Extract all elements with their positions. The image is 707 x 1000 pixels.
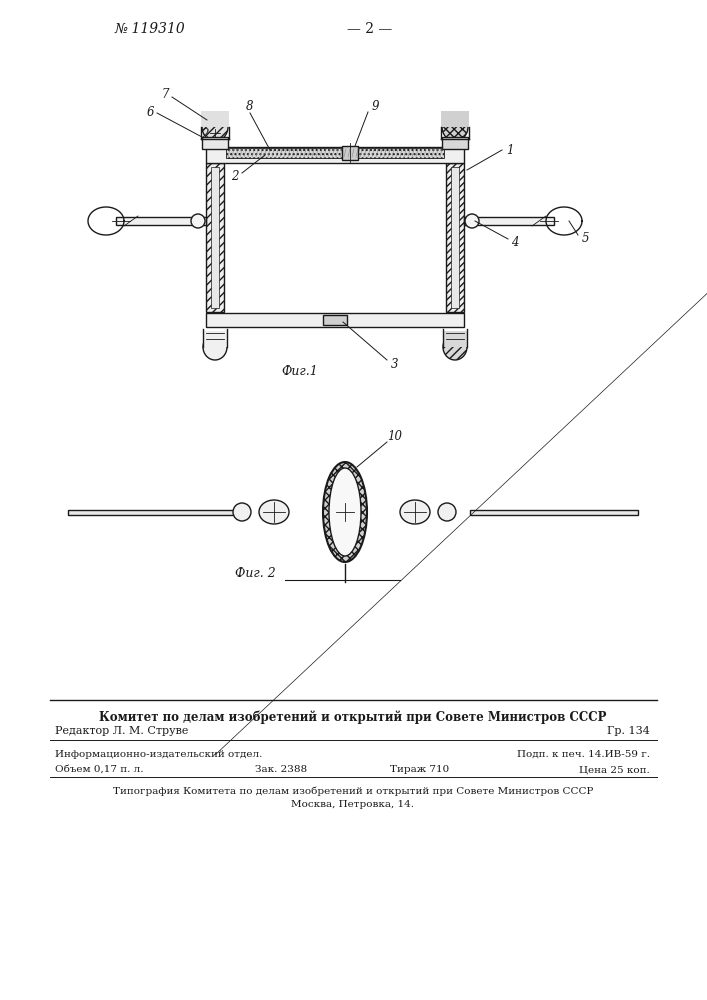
Text: Фиг.1: Фиг.1: [281, 365, 318, 378]
Ellipse shape: [443, 334, 467, 360]
Text: Гр. 134: Гр. 134: [607, 726, 650, 736]
Text: 1: 1: [506, 143, 514, 156]
Circle shape: [438, 503, 456, 521]
Text: 4: 4: [511, 236, 519, 249]
Bar: [116, 217, 206, 225]
Ellipse shape: [323, 462, 367, 562]
Text: Типография Комитета по делам изобретений и открытий при Совете Министров СССР: Типография Комитета по делам изобретений…: [113, 787, 593, 796]
Bar: [201, 111, 229, 127]
Text: 9: 9: [371, 101, 379, 113]
Text: Информационно-издательский отдел.: Информационно-издательский отдел.: [55, 750, 262, 759]
Bar: [443, 331, 467, 347]
Text: — 2 —: — 2 —: [347, 22, 392, 36]
Bar: [202, 137, 228, 149]
Text: 2: 2: [231, 170, 239, 184]
Bar: [442, 137, 468, 149]
Bar: [451, 167, 459, 308]
Bar: [68, 510, 236, 514]
Bar: [470, 510, 638, 514]
Ellipse shape: [203, 334, 227, 360]
Text: Фиг. 2: Фиг. 2: [235, 567, 276, 580]
Text: Тираж 710: Тираж 710: [390, 765, 449, 774]
Bar: [226, 148, 444, 158]
Bar: [206, 163, 224, 312]
Text: 7: 7: [161, 89, 169, 102]
Bar: [446, 163, 464, 312]
Text: 8: 8: [246, 101, 254, 113]
Text: Зак. 2388: Зак. 2388: [255, 765, 307, 774]
Ellipse shape: [400, 500, 430, 524]
Circle shape: [233, 503, 251, 521]
Bar: [203, 331, 227, 347]
Bar: [323, 315, 347, 325]
Text: Комитет по делам изобретений и открытий при Совете Министров СССР: Комитет по делам изобретений и открытий …: [99, 710, 607, 724]
Circle shape: [465, 214, 479, 228]
Bar: [206, 147, 464, 163]
Text: Объем 0,17 п. л.: Объем 0,17 п. л.: [55, 765, 144, 774]
Text: № 119310: № 119310: [115, 22, 186, 36]
Text: Подп. к печ. 14.ИВ-59 г.: Подп. к печ. 14.ИВ-59 г.: [517, 750, 650, 759]
Ellipse shape: [202, 113, 228, 141]
Bar: [206, 313, 464, 327]
Text: Редактор Л. М. Струве: Редактор Л. М. Струве: [55, 726, 188, 736]
Text: Москва, Петровка, 14.: Москва, Петровка, 14.: [291, 800, 414, 809]
Text: 5: 5: [581, 232, 589, 245]
Ellipse shape: [442, 113, 468, 141]
Ellipse shape: [259, 500, 289, 524]
Text: 6: 6: [146, 106, 153, 119]
Text: 10: 10: [387, 430, 402, 444]
Text: Цена 25 коп.: Цена 25 коп.: [579, 765, 650, 774]
Circle shape: [191, 214, 205, 228]
Bar: [342, 146, 358, 160]
Ellipse shape: [329, 468, 361, 556]
Bar: [211, 167, 219, 308]
Bar: [441, 111, 469, 127]
Bar: [464, 217, 554, 225]
Text: 3: 3: [391, 359, 399, 371]
Text: 2: 2: [201, 128, 209, 141]
